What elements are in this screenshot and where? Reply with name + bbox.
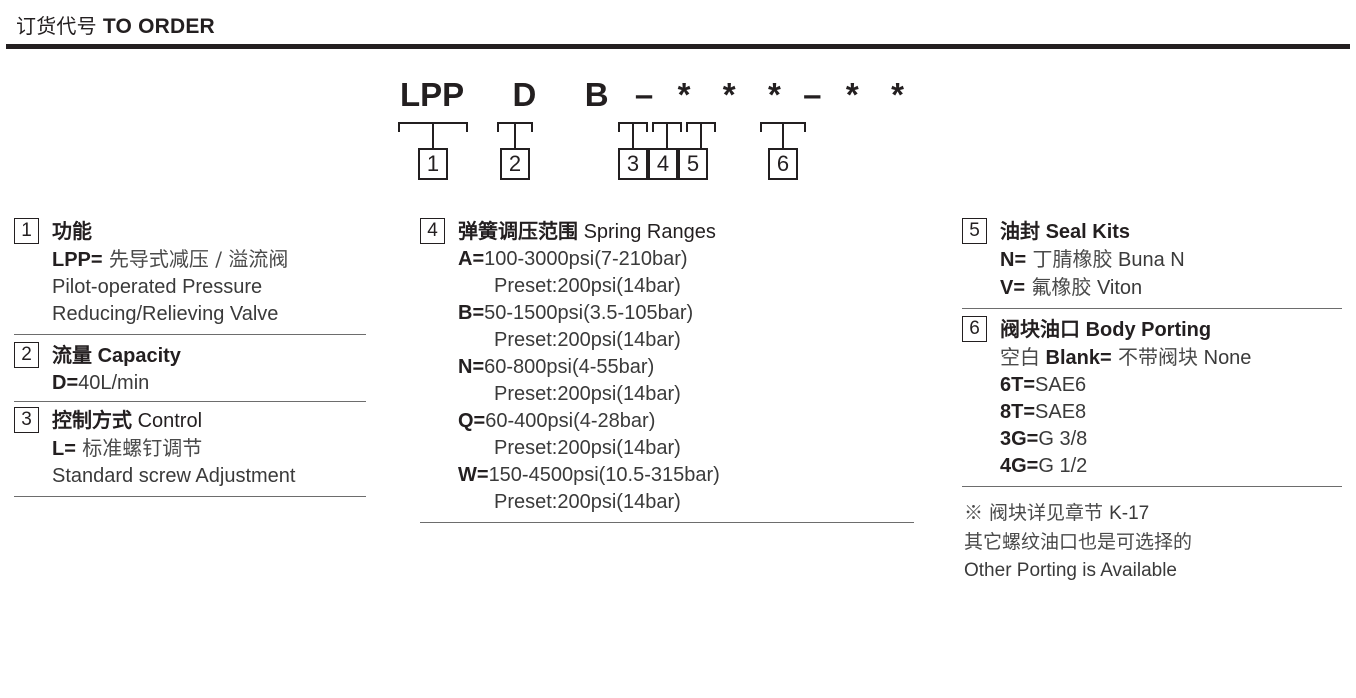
porting-note-line-3: Other Porting is Available bbox=[964, 560, 1177, 581]
option-control-l-en: Standard screw Adjustment bbox=[52, 465, 296, 487]
option-lpp: LPP= 先导式减压 / 溢流阀 bbox=[52, 247, 289, 271]
spec-group-1-number: 1 bbox=[14, 218, 39, 244]
callout-stem-2 bbox=[514, 122, 516, 150]
porting-6t: 6T=SAE6 bbox=[1000, 374, 1087, 396]
spring-range-b-preset: Preset:200psi(14bar) bbox=[494, 329, 681, 351]
callout-stem-3 bbox=[632, 122, 634, 150]
porting-note-line-2: 其它螺纹油口也是可选择的 bbox=[964, 531, 1193, 553]
spec-column-3: 5 油封 Seal Kits N= 丁腈橡胶 Buna N V= 氟橡胶 Vit… bbox=[962, 218, 1342, 585]
porting-note: ※ 阀块详见章节 K-17 其它螺纹油口也是可选择的 Other Porting… bbox=[964, 499, 1342, 585]
seal-kit-n: N= 丁腈橡胶 Buna N bbox=[1000, 247, 1185, 271]
spec-group-2-title: 流量 Capacity bbox=[52, 343, 181, 367]
option-capacity-d: D=40L/min bbox=[52, 372, 150, 394]
spec-group-6-title: 阀块油口 Body Porting bbox=[1000, 317, 1212, 341]
callout-box-6: 6 bbox=[768, 148, 798, 180]
callout-stem-5 bbox=[700, 122, 702, 150]
header-divider bbox=[6, 44, 1350, 49]
spring-range-w-preset: Preset:200psi(14bar) bbox=[494, 491, 681, 513]
page-title-cn: 订货代号 bbox=[16, 14, 97, 38]
spec-group-5-title: 油封 Seal Kits bbox=[1000, 219, 1131, 243]
callout-stem-1 bbox=[432, 122, 434, 150]
code-segment-5: * bbox=[722, 76, 736, 113]
porting-8t: 8T=SAE8 bbox=[1000, 401, 1087, 423]
code-segment-1: LPP bbox=[400, 76, 465, 113]
porting-4g: 4G=G 1/2 bbox=[1000, 455, 1088, 477]
callout-box-5: 5 bbox=[678, 148, 708, 180]
spec-group-3-number: 3 bbox=[14, 407, 39, 433]
group-divider bbox=[14, 334, 366, 335]
code-segment-dash-2: – bbox=[803, 76, 822, 113]
porting-3g: 3G=G 3/8 bbox=[1000, 428, 1088, 450]
seal-kit-v: V= 氟橡胶 Viton bbox=[1000, 275, 1143, 299]
spec-group-4-header: 4 弹簧调压范围 Spring Ranges bbox=[420, 218, 914, 245]
callout-box-3: 3 bbox=[618, 148, 648, 180]
code-segment-6: * bbox=[767, 76, 781, 113]
code-segment-3: B bbox=[584, 76, 609, 113]
spring-range-w: W=150-4500psi(10.5-315bar) bbox=[458, 464, 720, 486]
spec-group-5-header: 5 油封 Seal Kits bbox=[962, 218, 1342, 245]
spec-group-1-title: 功能 bbox=[52, 219, 92, 243]
spec-group-1-options: LPP= 先导式减压 / 溢流阀 Pilot-operated Pressure… bbox=[52, 246, 366, 328]
group-divider bbox=[14, 496, 366, 497]
spec-group-3-options: L= 标准螺钉调节 Standard screw Adjustment bbox=[52, 435, 366, 490]
porting-note-line-1: ※ 阀块详见章节 K-17 bbox=[964, 502, 1150, 524]
group-divider bbox=[962, 486, 1342, 487]
spec-group-4-number: 4 bbox=[420, 218, 445, 244]
spec-group-3-title: 控制方式 Control bbox=[52, 408, 203, 432]
spring-range-n-preset: Preset:200psi(14bar) bbox=[494, 383, 681, 405]
group-divider bbox=[420, 522, 914, 523]
spec-group-2-options: D=40L/min bbox=[52, 370, 366, 397]
callout-stem-6 bbox=[782, 122, 784, 150]
code-segment-2: D bbox=[512, 76, 537, 113]
spring-range-n: N=60-800psi(4-55bar) bbox=[458, 356, 655, 378]
spec-group-5-options: N= 丁腈橡胶 Buna N V= 氟橡胶 Viton bbox=[1000, 246, 1342, 302]
callout-stem-4 bbox=[666, 122, 668, 150]
code-segment-4: * bbox=[677, 76, 691, 113]
spec-group-6: 6 阀块油口 Body Porting 空白 Blank= 不带阀块 None … bbox=[962, 316, 1342, 487]
group-divider bbox=[962, 308, 1342, 309]
callout-box-4: 4 bbox=[648, 148, 678, 180]
callout-box-1: 1 bbox=[418, 148, 448, 180]
spec-group-1: 1 功能 LPP= 先导式减压 / 溢流阀 Pilot-operated Pre… bbox=[14, 218, 366, 335]
spec-column-2: 4 弹簧调压范围 Spring Ranges A=100-3000psi(7-2… bbox=[420, 218, 914, 530]
spring-range-q-preset: Preset:200psi(14bar) bbox=[494, 437, 681, 459]
porting-blank: 空白 Blank= 不带阀块 None bbox=[1000, 345, 1252, 369]
option-lpp-en-2: Reducing/Relieving Valve bbox=[52, 303, 279, 325]
spec-group-3: 3 控制方式 Control L= 标准螺钉调节 Standard screw … bbox=[14, 407, 366, 497]
spring-range-a-preset: Preset:200psi(14bar) bbox=[494, 275, 681, 297]
model-code-string: LPP D B – * * * – * * bbox=[400, 76, 904, 114]
code-segment-7: * bbox=[845, 76, 859, 113]
spring-range-a: A=100-3000psi(7-210bar) bbox=[458, 248, 688, 270]
spec-group-4: 4 弹簧调压范围 Spring Ranges A=100-3000psi(7-2… bbox=[420, 218, 914, 523]
spec-group-5-number: 5 bbox=[962, 218, 987, 244]
spec-group-5: 5 油封 Seal Kits N= 丁腈橡胶 Buna N V= 氟橡胶 Vit… bbox=[962, 218, 1342, 309]
group-divider bbox=[14, 401, 366, 402]
spec-group-2-header: 2 流量 Capacity bbox=[14, 342, 366, 369]
spec-group-6-number: 6 bbox=[962, 316, 987, 342]
option-control-l: L= 标准螺钉调节 bbox=[52, 436, 203, 460]
spring-range-q: Q=60-400psi(4-28bar) bbox=[458, 410, 656, 432]
spec-group-2: 2 流量 Capacity D=40L/min bbox=[14, 342, 366, 402]
page-title-en: TO ORDER bbox=[102, 15, 215, 38]
spec-group-4-title: 弹簧调压范围 Spring Ranges bbox=[458, 219, 716, 243]
code-segment-dash-1: – bbox=[634, 76, 654, 113]
spec-group-2-number: 2 bbox=[14, 342, 39, 368]
spec-group-4-options: A=100-3000psi(7-210bar) Preset:200psi(14… bbox=[458, 246, 914, 516]
spec-group-1-header: 1 功能 bbox=[14, 218, 366, 245]
spec-group-6-options: 空白 Blank= 不带阀块 None 6T=SAE6 8T=SAE8 3G=G… bbox=[1000, 344, 1342, 480]
spec-group-3-header: 3 控制方式 Control bbox=[14, 407, 366, 434]
spec-column-1: 1 功能 LPP= 先导式减压 / 溢流阀 Pilot-operated Pre… bbox=[14, 218, 366, 504]
model-code-diagram: LPP D B – * * * – * * 1 2 3 4 5 6 bbox=[0, 62, 1356, 192]
spring-range-b: B=50-1500psi(3.5-105bar) bbox=[458, 302, 694, 324]
option-lpp-en-1: Pilot-operated Pressure bbox=[52, 276, 263, 298]
spec-group-6-header: 6 阀块油口 Body Porting bbox=[962, 316, 1342, 343]
page-title: 订货代号 TO ORDER bbox=[16, 10, 215, 39]
code-segment-8: * bbox=[891, 76, 904, 113]
callout-box-2: 2 bbox=[500, 148, 530, 180]
